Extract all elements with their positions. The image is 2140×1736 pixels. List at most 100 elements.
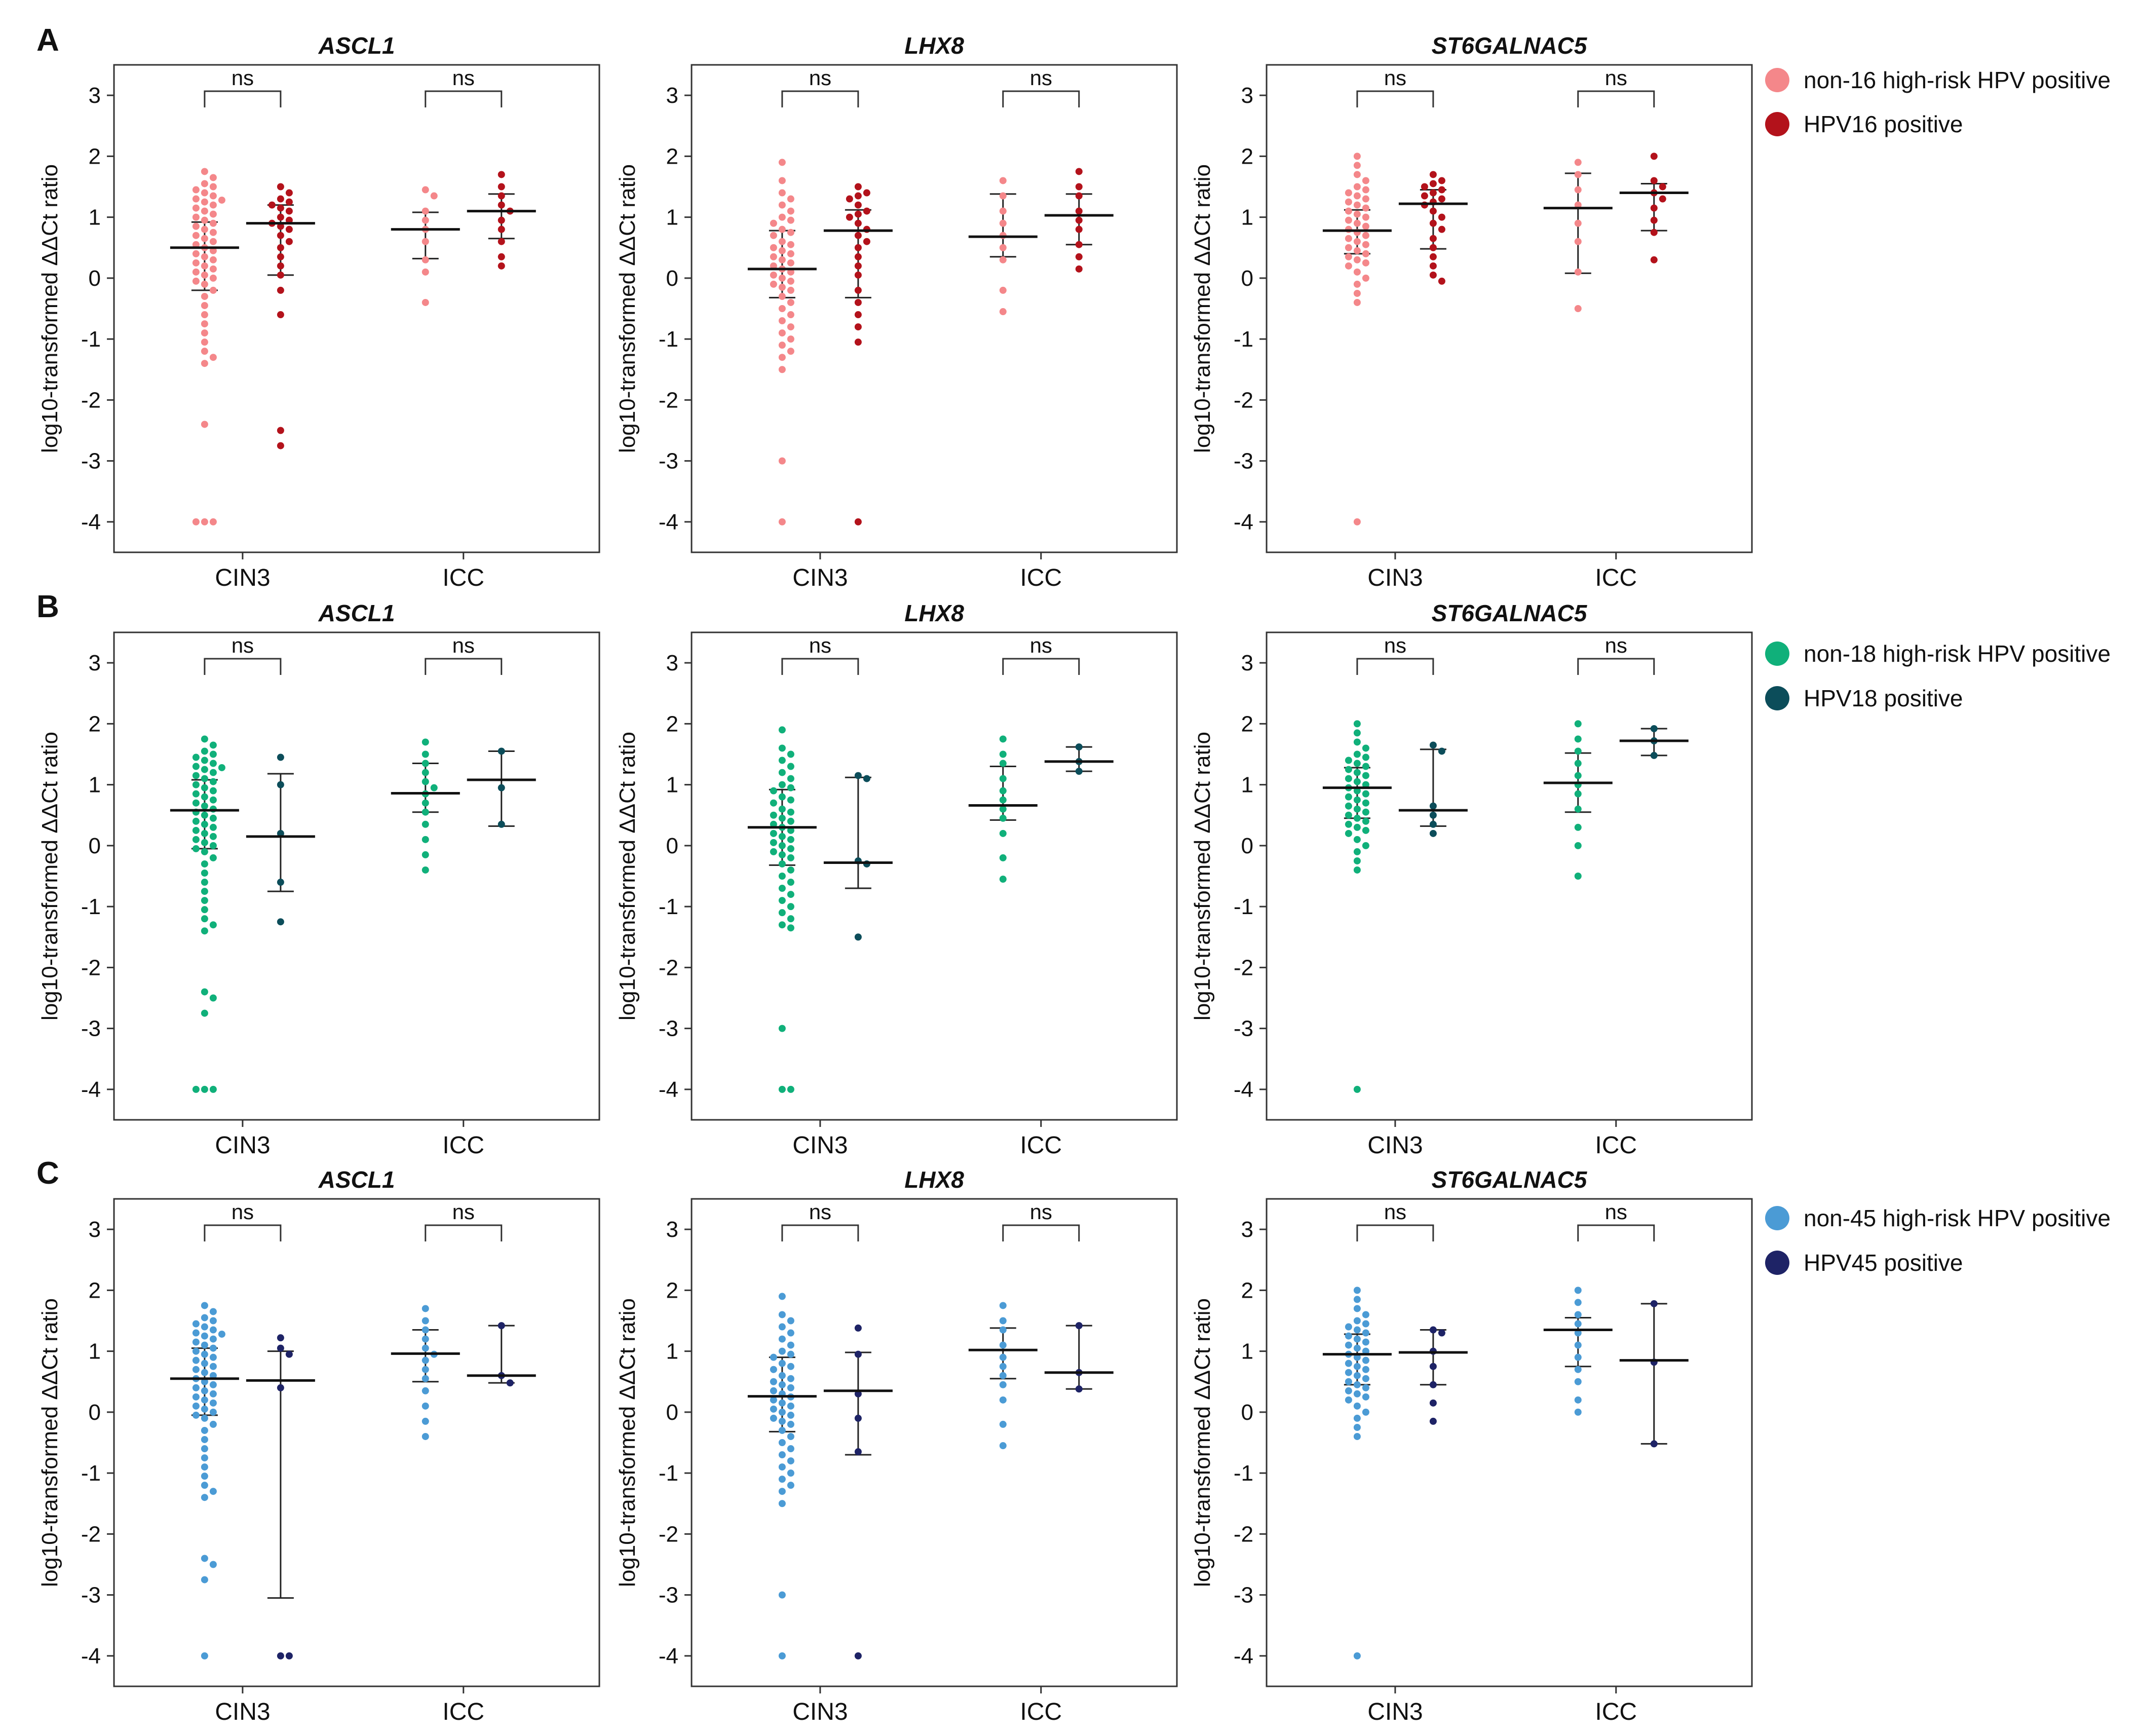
y-tick-label: 3 bbox=[89, 651, 101, 675]
data-point bbox=[778, 860, 786, 867]
data-point bbox=[999, 876, 1007, 883]
y-tick-label: -4 bbox=[659, 1077, 678, 1102]
group-hpv16-positive-icc bbox=[1619, 153, 1689, 263]
data-point bbox=[209, 1335, 217, 1343]
data-point bbox=[1574, 1353, 1582, 1361]
data-point bbox=[209, 247, 217, 254]
data-point bbox=[778, 842, 786, 849]
data-point bbox=[498, 238, 505, 245]
data-point bbox=[1362, 1375, 1369, 1382]
data-point bbox=[201, 360, 208, 367]
data-point bbox=[787, 891, 794, 898]
data-point bbox=[192, 763, 200, 770]
data-point bbox=[209, 256, 217, 263]
data-point bbox=[201, 1405, 208, 1413]
y-axis-title: log10-transformed ΔΔCt ratio bbox=[615, 732, 640, 1021]
data-point bbox=[778, 329, 786, 337]
data-point bbox=[778, 457, 786, 465]
group-hpv18-positive-icc bbox=[1619, 725, 1689, 759]
data-point bbox=[787, 286, 794, 294]
data-point bbox=[1574, 823, 1582, 831]
data-point bbox=[778, 814, 786, 822]
data-point bbox=[209, 921, 217, 929]
data-point bbox=[218, 764, 225, 771]
significance-label: ns bbox=[1030, 1200, 1052, 1224]
legend-label: non-16 high-risk HPV positive bbox=[1804, 67, 2111, 93]
data-point bbox=[1429, 1381, 1437, 1388]
data-point bbox=[778, 1426, 786, 1434]
data-point bbox=[422, 799, 429, 807]
data-point bbox=[846, 213, 853, 221]
data-point bbox=[201, 747, 208, 755]
y-tick-label: -3 bbox=[659, 449, 678, 474]
x-category-label: CIN3 bbox=[1367, 1132, 1423, 1159]
data-point bbox=[778, 1451, 786, 1459]
y-tick-label: 3 bbox=[89, 1217, 101, 1242]
panel-title: ST6GALNAC5 bbox=[1432, 32, 1588, 59]
panel-a-st6galnac5: ST6GALNAC5 -4 -3 -2 -1 0 1 2 3 log10-transformed … bbox=[1190, 32, 1753, 591]
legends-layer: non-16 high-risk HPV positive HPV16 posit… bbox=[1765, 67, 2111, 1276]
data-point bbox=[209, 1353, 217, 1361]
y-tick-label: 1 bbox=[666, 205, 678, 230]
x-category-label: ICC bbox=[1595, 564, 1637, 591]
y-tick-label: -2 bbox=[81, 388, 101, 412]
data-point bbox=[201, 1482, 208, 1489]
data-point bbox=[1429, 271, 1437, 279]
data-point bbox=[1438, 177, 1445, 184]
data-point bbox=[1429, 189, 1437, 197]
y-tick-label: 3 bbox=[1241, 651, 1253, 675]
x-category-label: CIN3 bbox=[792, 1132, 848, 1159]
data-point bbox=[201, 860, 208, 867]
data-point bbox=[999, 256, 1007, 263]
row-letter-a: A bbox=[36, 23, 59, 58]
group-non-16-high-risk-hpv-positive-cin3 bbox=[170, 168, 239, 525]
y-axis-title: log10-transformed ΔΔCt ratio bbox=[37, 732, 62, 1021]
group-hpv16-positive-cin3 bbox=[823, 183, 893, 525]
data-point bbox=[498, 253, 505, 260]
data-point bbox=[1075, 241, 1083, 248]
data-point bbox=[277, 244, 284, 251]
data-point bbox=[1345, 793, 1352, 801]
data-point bbox=[999, 805, 1007, 813]
data-point bbox=[778, 805, 786, 813]
data-point bbox=[277, 879, 284, 886]
data-point bbox=[201, 320, 208, 328]
data-point bbox=[201, 1369, 208, 1376]
y-tick-label: -4 bbox=[81, 1077, 101, 1102]
group-hpv18-positive-cin3 bbox=[1398, 741, 1468, 837]
data-point bbox=[778, 769, 786, 776]
data-point bbox=[1075, 1322, 1083, 1330]
data-point bbox=[1438, 225, 1445, 233]
significance-bracket bbox=[781, 658, 859, 675]
data-point bbox=[1362, 826, 1369, 834]
significance-label: ns bbox=[1030, 633, 1052, 657]
data-point bbox=[1075, 168, 1083, 175]
data-point bbox=[201, 348, 208, 355]
data-point bbox=[1438, 1329, 1445, 1337]
data-point bbox=[1353, 1326, 1361, 1334]
y-tick-label: 2 bbox=[666, 1278, 678, 1303]
data-point bbox=[201, 180, 208, 187]
data-point bbox=[1429, 253, 1437, 260]
data-point bbox=[1345, 775, 1352, 782]
y-tick-label: -2 bbox=[659, 1522, 678, 1546]
significance-bracket bbox=[204, 1224, 282, 1241]
data-point bbox=[209, 192, 217, 200]
data-point bbox=[422, 738, 429, 746]
significance-bracket bbox=[425, 90, 503, 107]
data-point bbox=[1429, 1399, 1437, 1407]
data-point bbox=[1345, 1387, 1352, 1394]
data-point bbox=[422, 256, 429, 263]
data-point bbox=[854, 201, 862, 209]
data-point bbox=[999, 1363, 1007, 1370]
data-point bbox=[1075, 216, 1083, 224]
data-point bbox=[1362, 817, 1369, 825]
data-point bbox=[778, 833, 786, 840]
plot-frame bbox=[1266, 1198, 1753, 1687]
data-point bbox=[201, 848, 208, 855]
data-point bbox=[201, 869, 208, 877]
x-category-label: CIN3 bbox=[1367, 564, 1423, 591]
data-point bbox=[1574, 171, 1582, 178]
data-point bbox=[201, 301, 208, 309]
data-point bbox=[277, 753, 284, 761]
